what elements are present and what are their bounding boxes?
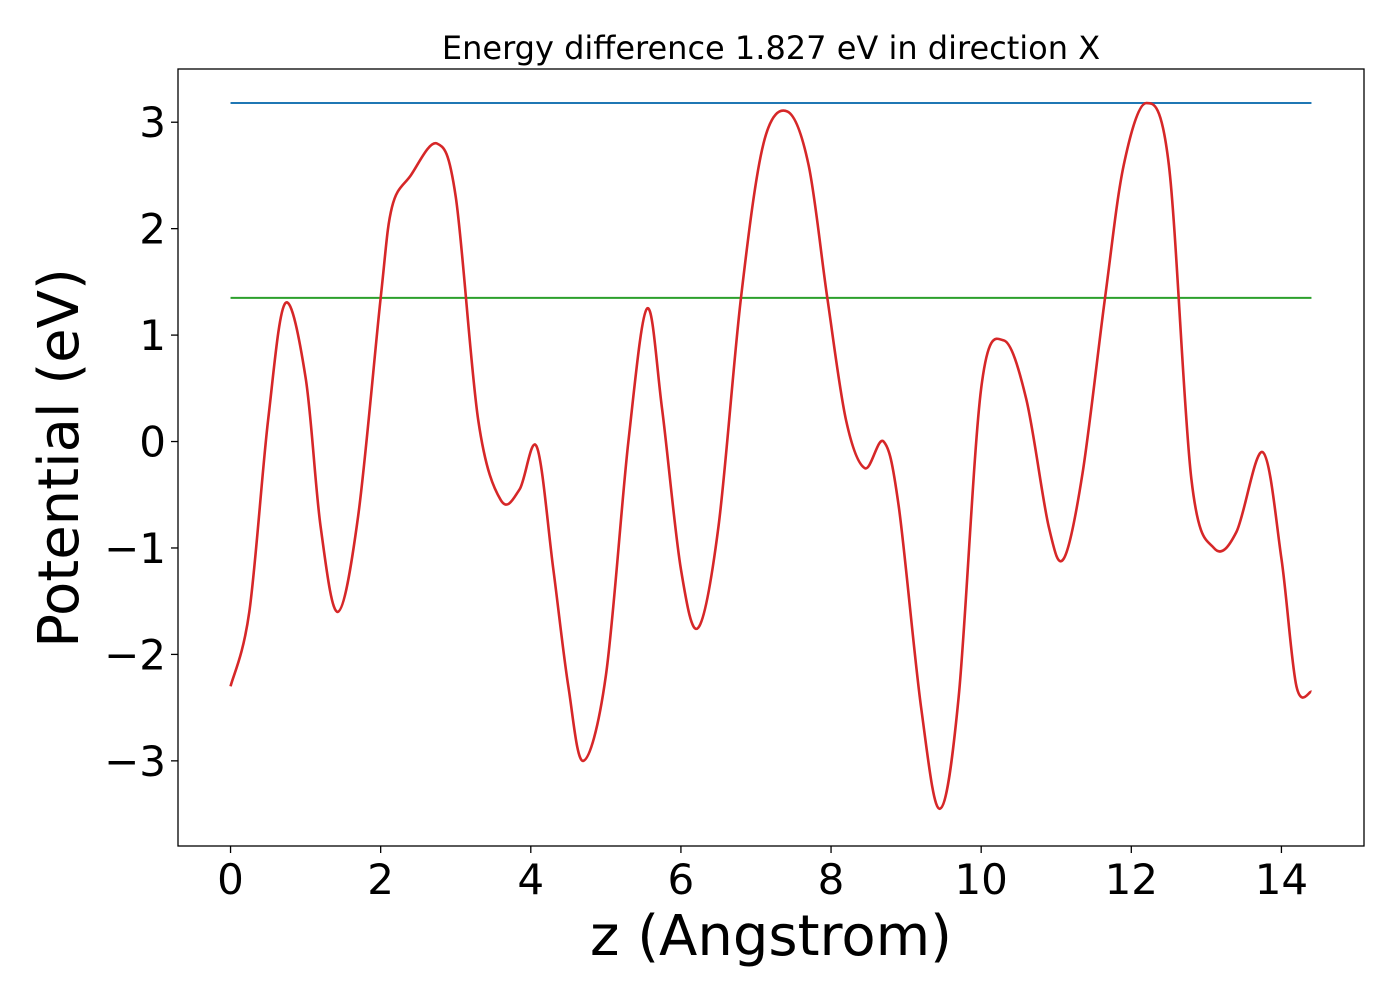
series-line-3 [229, 101, 1313, 811]
plot-frame [177, 68, 1365, 847]
plot-background [178, 69, 1364, 846]
y-tick-label: 0 [139, 418, 166, 467]
series-layer [229, 101, 1313, 811]
y-tick-label: −3 [104, 737, 166, 786]
chart-title: Energy difference 1.827 eV in direction … [442, 29, 1100, 67]
x-tick-label: 2 [367, 855, 394, 904]
x-tick-label: 10 [954, 855, 1007, 904]
y-axis: −3 −2 −1 0 1 2 3 [104, 98, 178, 786]
x-axis: 0 2 4 6 8 10 12 14 [217, 846, 1308, 904]
y-tick-label: 3 [139, 98, 166, 147]
x-axis-label: z (Angstrom) [590, 904, 952, 969]
plot-area [177, 68, 1365, 847]
y-tick-label: −2 [104, 630, 166, 679]
x-tick-label: 12 [1105, 855, 1158, 904]
y-axis-label: Potential (eV) [27, 268, 92, 648]
y-tick-label: 2 [139, 205, 166, 254]
x-tick-label: 14 [1255, 855, 1308, 904]
x-tick-label: 8 [818, 855, 845, 904]
x-tick-label: 0 [217, 855, 244, 904]
x-tick-label: 4 [517, 855, 544, 904]
y-tick-label: 1 [139, 311, 166, 360]
x-tick-label: 6 [668, 855, 695, 904]
y-tick-label: −1 [104, 524, 166, 573]
